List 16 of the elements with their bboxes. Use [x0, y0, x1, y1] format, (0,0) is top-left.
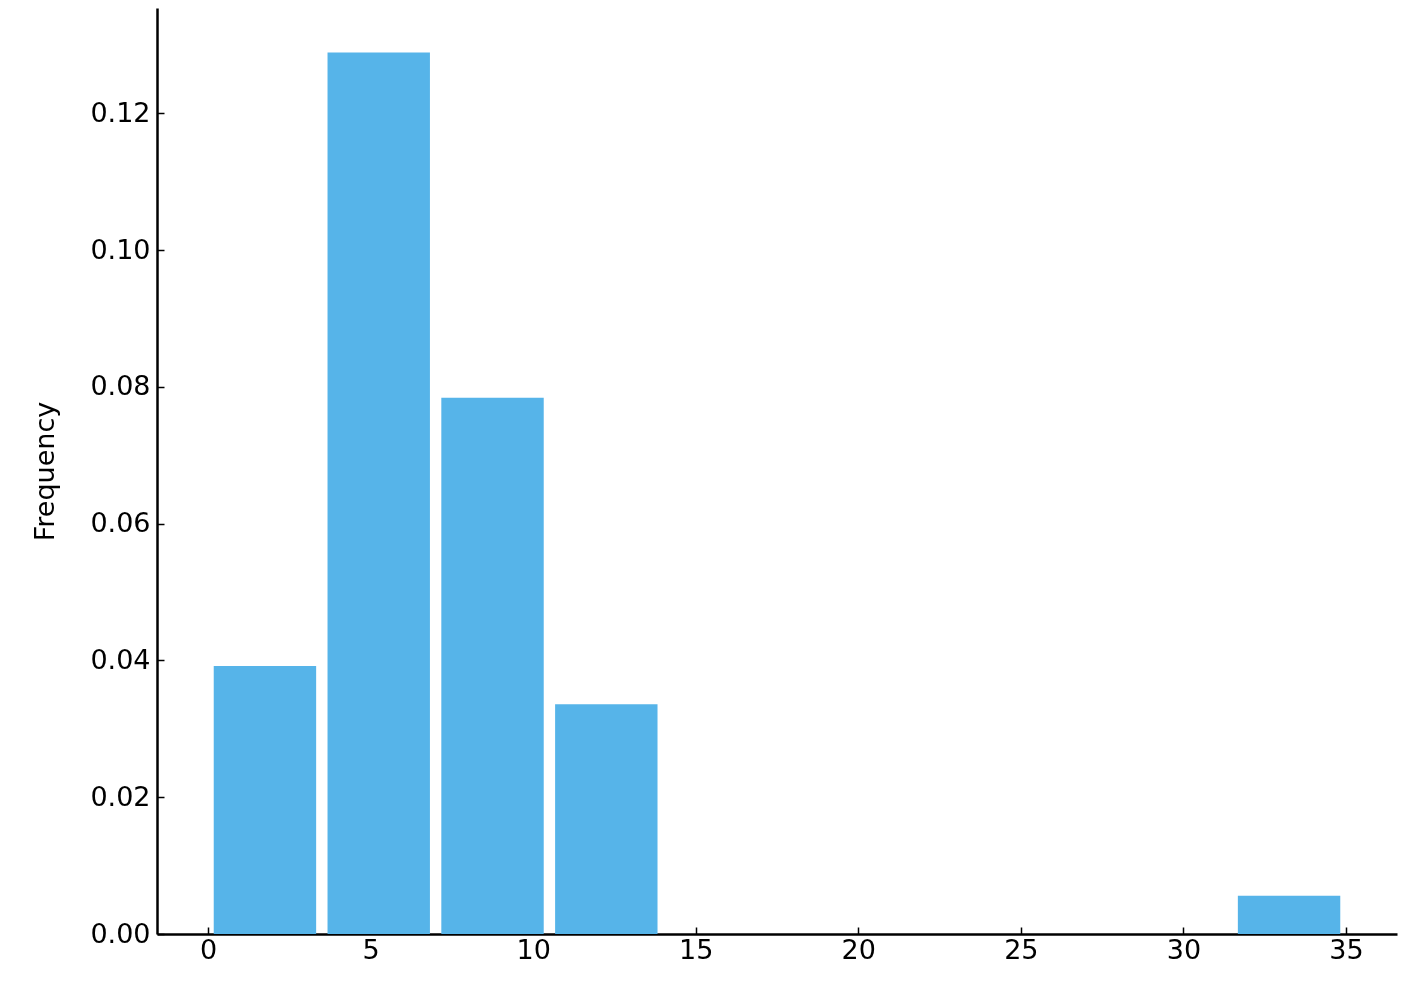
x-tick-label: 0 — [199, 933, 218, 965]
y-tick-label: 0.08 — [90, 370, 151, 402]
y-tick-label: 0.04 — [90, 643, 151, 675]
y-tick-label: 0.02 — [90, 780, 151, 812]
x-tick-label: 25 — [1004, 933, 1039, 965]
x-tick-label: 20 — [841, 933, 876, 965]
y-tick-label: 0.06 — [90, 507, 151, 539]
y-axis-title: Frequency — [29, 401, 61, 542]
x-tick-label: 30 — [1166, 933, 1202, 965]
y-tick-label: 0.12 — [90, 96, 151, 128]
x-tick-label: 10 — [516, 933, 551, 965]
x-tick-label: 35 — [1329, 933, 1364, 965]
x-tick-label: 15 — [679, 933, 714, 965]
x-tick-label: 5 — [362, 933, 380, 965]
y-tick-label: 0.10 — [90, 233, 151, 265]
y-tick-label: 0.00 — [90, 917, 151, 949]
